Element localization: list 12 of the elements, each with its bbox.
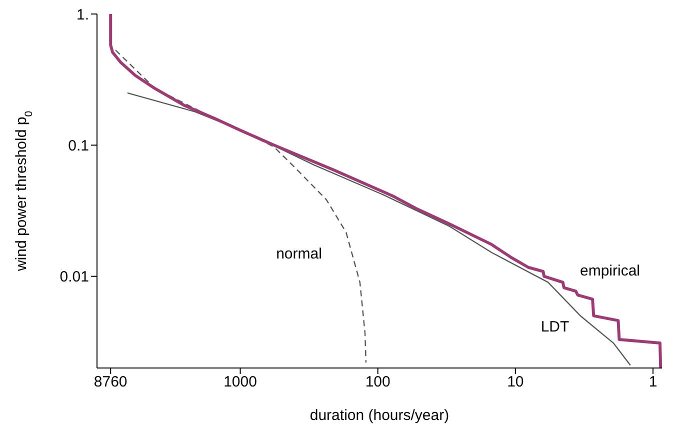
x-tick-label: 1 — [648, 374, 658, 391]
annotation: normal — [276, 246, 322, 262]
annotation: LDT — [540, 318, 570, 336]
x-axis-title: duration (hours/year) — [310, 407, 450, 424]
y-tick-label: 1. — [76, 6, 89, 24]
x-tick-label: 10 — [507, 374, 524, 391]
x-tick-label: 1000 — [224, 374, 257, 391]
y-tick-label: 0.1 — [68, 137, 89, 154]
x-tick-label: 8760 — [94, 374, 128, 391]
y-tick-label: 0.01 — [60, 268, 89, 286]
annotation: empirical — [580, 262, 640, 280]
x-tick-label: 100 — [365, 374, 390, 391]
